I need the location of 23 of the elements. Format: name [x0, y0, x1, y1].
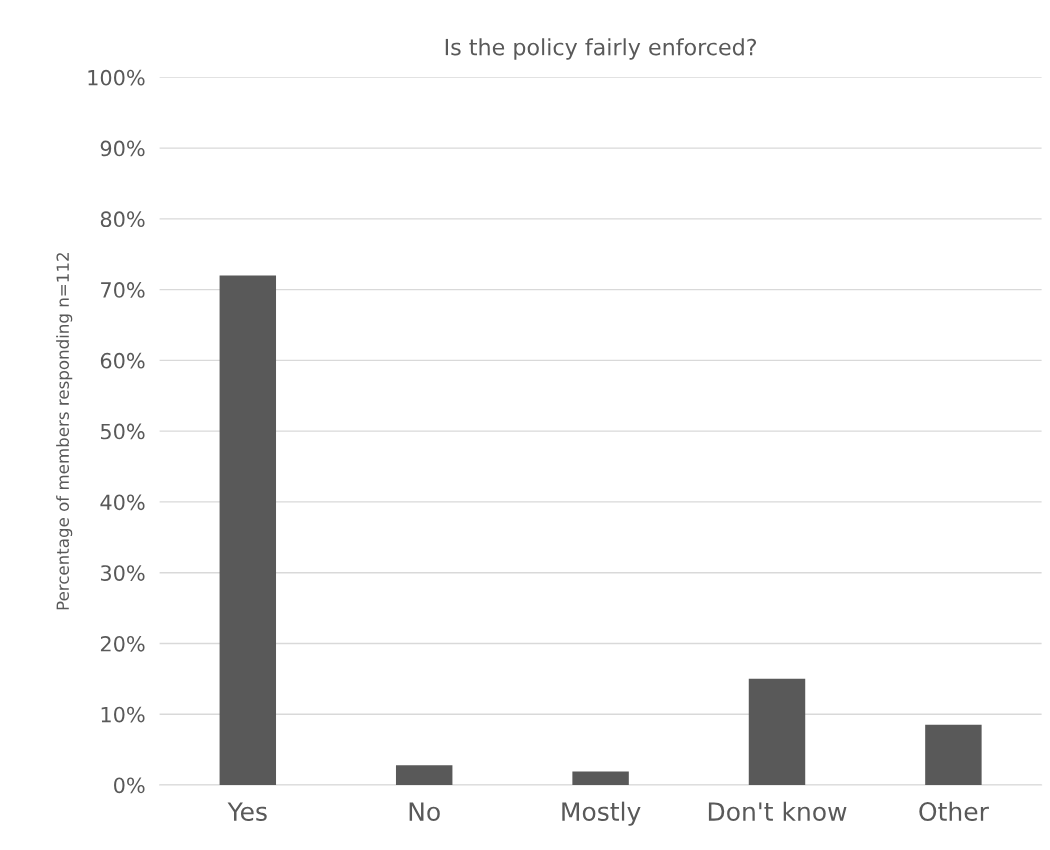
y-tick-label: 50% [101, 423, 145, 440]
x-tick-label: Yes [227, 802, 267, 821]
bar [748, 678, 806, 785]
y-tick-label: 70% [101, 282, 145, 298]
y-tick-label: 60% [100, 352, 145, 369]
y-tick-label: 80% [100, 211, 145, 228]
y-tick-label: 20% [100, 635, 145, 652]
bar [395, 765, 453, 785]
bar [219, 275, 277, 785]
x-tick-label: Other [919, 801, 989, 821]
chart-title: Is the policy fairly enforced? [445, 38, 757, 60]
bar [925, 724, 982, 785]
y-tick-label: 0% [114, 777, 145, 794]
y-tick-label: 90% [100, 140, 145, 157]
y-tick-label: 100% [88, 69, 145, 86]
y-tick-label: 10% [101, 706, 145, 723]
y-tick-label: 40% [100, 494, 145, 511]
y-axis-title: Percentage of members responding n=112 [56, 253, 73, 610]
x-tick-label: No [409, 802, 440, 821]
x-tick-label: Mostly [562, 801, 641, 826]
x-tick-label: Don't know [708, 801, 847, 821]
bar [572, 771, 629, 785]
y-tick-label: 30% [100, 565, 145, 581]
